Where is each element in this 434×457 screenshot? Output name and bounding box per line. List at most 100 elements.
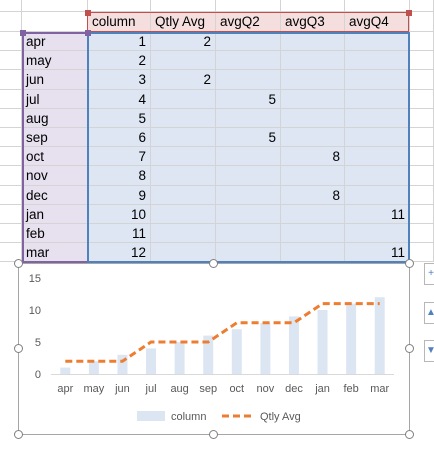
value-cell[interactable]: 8 (281, 185, 345, 205)
value-cell[interactable] (216, 70, 281, 90)
value-cell[interactable] (151, 204, 216, 224)
value-cell[interactable] (345, 32, 410, 52)
value-cell[interactable] (151, 51, 216, 71)
row-label-cell[interactable]: dec (22, 185, 88, 205)
row-label-cell[interactable]: jun (22, 70, 88, 90)
value-cell[interactable]: 6 (88, 128, 151, 148)
row-label-cell[interactable]: jan (22, 204, 88, 224)
value-cell[interactable] (281, 204, 345, 224)
value-cell[interactable] (216, 51, 281, 71)
grid-cell[interactable] (410, 224, 434, 244)
value-cell[interactable]: 10 (88, 204, 151, 224)
value-cell[interactable] (345, 51, 410, 71)
grid-cell[interactable] (410, 185, 434, 205)
value-cell[interactable] (151, 108, 216, 128)
value-cell[interactable] (281, 128, 345, 148)
grid-cell[interactable] (0, 32, 22, 52)
grid-cell[interactable] (0, 108, 22, 128)
value-cell[interactable] (345, 224, 410, 244)
chart-resize-handle[interactable] (405, 344, 414, 353)
value-cell[interactable] (281, 108, 345, 128)
grid-cell[interactable] (410, 243, 434, 263)
value-cell[interactable] (216, 243, 281, 263)
grid-cell[interactable] (281, 0, 345, 12)
grid-cell[interactable] (410, 89, 434, 109)
value-cell[interactable] (151, 224, 216, 244)
value-cell[interactable] (281, 32, 345, 52)
value-cell[interactable]: 5 (216, 128, 281, 148)
chart-resize-handle[interactable] (14, 430, 23, 439)
grid-cell[interactable] (410, 32, 434, 52)
value-cell[interactable] (151, 128, 216, 148)
value-cell[interactable]: 2 (88, 51, 151, 71)
grid-cell[interactable] (410, 0, 434, 12)
range-corner-handle[interactable] (406, 10, 412, 16)
header-cell[interactable]: avgQ2 (216, 12, 281, 32)
value-cell[interactable]: 2 (151, 32, 216, 52)
value-cell[interactable] (345, 166, 410, 186)
grid-cell[interactable] (410, 128, 434, 148)
header-cell[interactable]: avgQ3 (281, 12, 345, 32)
row-label-cell[interactable]: oct (22, 147, 88, 167)
row-label-cell[interactable]: sep (22, 128, 88, 148)
value-cell[interactable] (151, 166, 216, 186)
value-cell[interactable] (345, 185, 410, 205)
chart-resize-handle[interactable] (14, 344, 23, 353)
value-cell[interactable]: 2 (151, 70, 216, 90)
value-cell[interactable] (216, 32, 281, 52)
grid-cell[interactable] (22, 0, 88, 12)
value-cell[interactable]: 3 (88, 70, 151, 90)
chart-styles-icon[interactable]: ▲ (424, 302, 434, 324)
grid-cell[interactable] (216, 0, 281, 12)
value-cell[interactable]: 1 (88, 32, 151, 52)
grid-cell[interactable] (0, 128, 22, 148)
value-cell[interactable] (281, 166, 345, 186)
value-cell[interactable]: 5 (88, 108, 151, 128)
grid-cell[interactable] (22, 12, 88, 32)
grid-cell[interactable] (0, 89, 22, 109)
header-cell[interactable]: avgQ4 (345, 12, 410, 32)
row-label-cell[interactable]: nov (22, 166, 88, 186)
value-cell[interactable] (281, 224, 345, 244)
value-cell[interactable] (216, 147, 281, 167)
header-cell[interactable]: Qtly Avg (151, 12, 216, 32)
grid-cell[interactable] (0, 243, 22, 263)
chart-resize-handle[interactable] (209, 259, 218, 268)
grid-cell[interactable] (410, 70, 434, 90)
row-label-cell[interactable]: mar (22, 243, 88, 263)
value-cell[interactable] (345, 147, 410, 167)
value-cell[interactable]: 9 (88, 185, 151, 205)
value-cell[interactable] (281, 243, 345, 263)
value-cell[interactable]: 5 (216, 89, 281, 109)
grid-cell[interactable] (0, 204, 22, 224)
value-cell[interactable] (281, 51, 345, 71)
value-cell[interactable] (151, 243, 216, 263)
row-label-cell[interactable]: may (22, 51, 88, 71)
value-cell[interactable] (151, 185, 216, 205)
grid-cell[interactable] (410, 166, 434, 186)
value-cell[interactable]: 12 (88, 243, 151, 263)
row-label-cell[interactable]: aug (22, 108, 88, 128)
grid-cell[interactable] (88, 0, 151, 12)
value-cell[interactable] (345, 89, 410, 109)
grid-cell[interactable] (0, 185, 22, 205)
grid-cell[interactable] (410, 204, 434, 224)
grid-cell[interactable] (0, 166, 22, 186)
value-cell[interactable] (151, 89, 216, 109)
grid-cell[interactable] (410, 12, 434, 32)
grid-cell[interactable] (0, 51, 22, 71)
chart-resize-handle[interactable] (405, 259, 414, 268)
value-cell[interactable] (216, 166, 281, 186)
value-cell[interactable] (216, 185, 281, 205)
range-corner-handle[interactable] (85, 30, 91, 36)
grid-cell[interactable] (0, 0, 22, 12)
range-corner-handle[interactable] (85, 10, 91, 16)
chart-resize-handle[interactable] (209, 430, 218, 439)
grid-cell[interactable] (0, 70, 22, 90)
row-label-cell[interactable]: apr (22, 32, 88, 52)
value-cell[interactable]: 11 (88, 224, 151, 244)
grid-cell[interactable] (410, 51, 434, 71)
row-label-cell[interactable]: jul (22, 89, 88, 109)
value-cell[interactable]: 8 (88, 166, 151, 186)
chart-area[interactable]: 0 5 10 15 apr may jun jul aug sep oct nov dec jan feb m… (18, 263, 410, 435)
